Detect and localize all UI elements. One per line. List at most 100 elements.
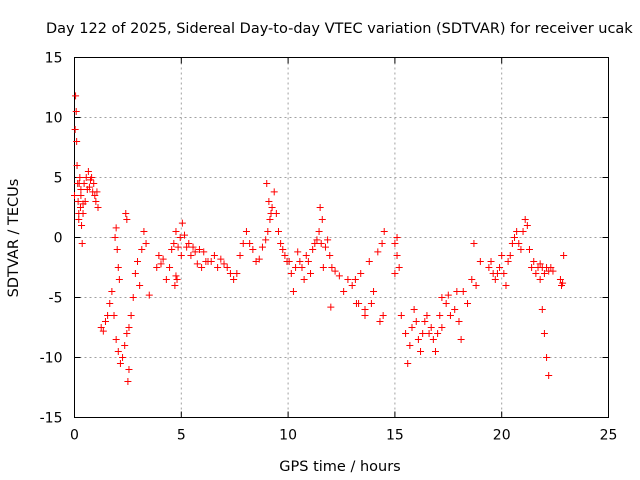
data-point [381, 228, 388, 235]
chart-title: Day 122 of 2025, Sidereal Day-to-day VTE… [46, 21, 633, 37]
data-point [492, 276, 499, 283]
data-point [123, 216, 130, 223]
data-point [119, 354, 126, 361]
data-point [125, 324, 132, 331]
data-point [175, 244, 182, 251]
data-point [336, 272, 343, 279]
data-point [500, 270, 507, 277]
data-point [233, 270, 240, 277]
data-point [259, 244, 266, 251]
data-point [113, 224, 120, 231]
data-point [498, 252, 505, 259]
data-point [526, 246, 533, 253]
data-point [517, 246, 524, 253]
y-tick-label: -15 [40, 411, 63, 427]
data-point [319, 216, 326, 223]
data-point [168, 246, 175, 253]
data-point [230, 276, 237, 283]
y-tick-label: -10 [40, 351, 63, 367]
data-point [509, 240, 516, 247]
data-point [376, 318, 383, 325]
data-point [130, 294, 137, 301]
data-point [170, 240, 177, 247]
data-point [115, 348, 122, 355]
data-point [77, 186, 84, 193]
data-point [328, 264, 335, 271]
data-point [473, 282, 480, 289]
data-point [413, 318, 420, 325]
data-point [468, 276, 475, 283]
data-point [398, 312, 405, 319]
data-point [438, 294, 445, 301]
data-point [214, 264, 221, 271]
data-point [432, 348, 439, 355]
data-point [111, 312, 118, 319]
data-point [117, 360, 124, 367]
data-point [391, 240, 398, 247]
data-point [79, 240, 86, 247]
data-point [106, 300, 113, 307]
data-point [104, 312, 111, 319]
data-point [368, 300, 375, 307]
data-point [507, 252, 514, 259]
data-point [332, 268, 339, 275]
data-point [406, 342, 413, 349]
data-point [163, 276, 170, 283]
data-point [71, 192, 78, 199]
data-point [470, 240, 477, 247]
data-point [243, 228, 250, 235]
data-point [240, 240, 247, 247]
data-point [275, 228, 282, 235]
data-point [227, 270, 234, 277]
data-point [138, 246, 145, 253]
data-point [208, 258, 215, 265]
data-point [352, 276, 359, 283]
x-tick-label: 0 [70, 428, 79, 444]
data-point [81, 180, 88, 187]
data-point [271, 188, 278, 195]
data-point [428, 324, 435, 331]
data-point [123, 330, 130, 337]
data-point [290, 288, 297, 295]
data-point [268, 210, 275, 217]
data-point [112, 234, 119, 241]
data-point [266, 216, 273, 223]
data-point [125, 366, 132, 373]
data-point [166, 264, 173, 271]
data-point [217, 256, 224, 263]
data-point [494, 270, 501, 277]
data-point [560, 252, 567, 259]
data-point [277, 240, 284, 247]
data-point [537, 276, 544, 283]
data-point [108, 288, 115, 295]
data-point [453, 288, 460, 295]
data-point [485, 264, 492, 271]
data-point [155, 252, 162, 259]
data-point [511, 234, 518, 241]
data-point [505, 258, 512, 265]
data-point [326, 252, 333, 259]
data-point [320, 264, 327, 271]
data-point [265, 198, 272, 205]
data-point [438, 324, 445, 331]
data-point [90, 180, 97, 187]
data-point [113, 336, 120, 343]
data-point [322, 244, 329, 251]
data-point [124, 378, 131, 385]
data-point [545, 372, 552, 379]
data-point [477, 258, 484, 265]
data-point [114, 246, 121, 253]
data-point [263, 180, 270, 187]
x-tick-label: 20 [493, 428, 511, 444]
data-point [179, 220, 186, 227]
grid-lines [75, 58, 609, 418]
x-tick-label: 5 [177, 428, 186, 444]
data-point [408, 324, 415, 331]
data-point [423, 312, 430, 319]
data-point [76, 174, 83, 181]
data-point [357, 270, 364, 277]
data-point [174, 276, 181, 283]
data-point [307, 270, 314, 277]
data-point [153, 264, 160, 271]
data-point [502, 282, 509, 289]
